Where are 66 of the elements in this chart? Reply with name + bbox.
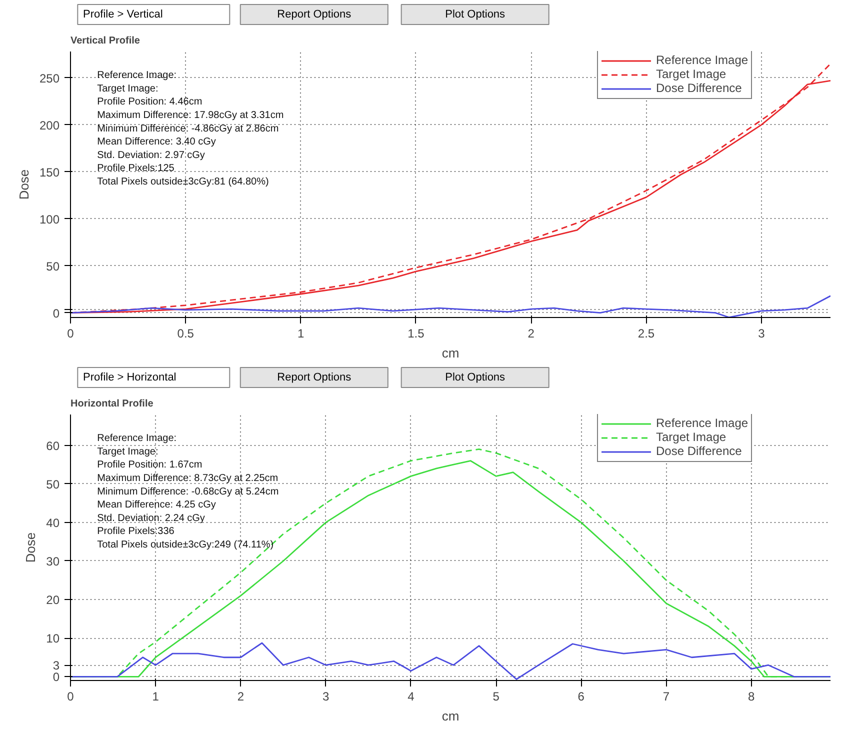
annotation: Total Pixels outside±3cGy:249 (74.11%): [97, 540, 274, 551]
x-tick-label: 2: [237, 690, 244, 704]
annotation: Mean Difference: 3.40 cGy: [97, 136, 216, 148]
x-tick-label: 0.5: [177, 326, 194, 340]
annotation: Reference Image:: [97, 433, 177, 444]
text: Profile > Vertical: [83, 8, 163, 20]
legend-label: Target Image: [656, 67, 726, 81]
x-tick-label: 2: [528, 326, 535, 340]
x-tick-label: 4: [408, 690, 415, 704]
legend-label: Reference Image: [656, 53, 748, 67]
legend-label: Target Image: [656, 430, 726, 444]
annotation: Minimum Difference: -0.68cGy at 5.24cm: [97, 486, 279, 498]
x-tick-label: 1.5: [408, 326, 425, 340]
text: Plot Options: [445, 8, 506, 20]
x-tick-label: 8: [748, 690, 756, 704]
annotation: Profile Pixels:336: [97, 526, 175, 538]
annotation: Maximum Difference: 8.73cGy at 2.25cm: [97, 473, 278, 484]
y-tick-label: 3: [52, 658, 60, 673]
text: Report Options: [277, 8, 352, 20]
y-tick-label: 250: [39, 71, 60, 86]
annotation: Target Image:: [97, 83, 158, 94]
annotation: Profile Pixels:125: [97, 163, 175, 174]
annotation: Mean Difference: 4.25 cGy: [97, 500, 216, 511]
y-tick-label: 0: [52, 306, 60, 320]
y-tick-label: 20: [46, 593, 60, 608]
y-tick-label: 50: [46, 259, 60, 274]
legend-label: Reference Image: [656, 416, 748, 430]
legend-label: Dose Difference: [656, 444, 742, 458]
annotation: Std. Deviation: 2.24 cGy: [97, 512, 205, 524]
chart-title: Vertical Profile: [70, 36, 140, 46]
text: Plot Options: [445, 372, 506, 384]
x-axis-title: cm: [442, 346, 460, 360]
text: Report Options: [277, 372, 352, 384]
x-tick-label: 3: [322, 690, 330, 704]
y-tick-label: 30: [46, 554, 60, 568]
x-tick-label: 5: [492, 690, 500, 704]
y-tick-label: 40: [46, 516, 60, 530]
y-axis-title: Dose: [16, 169, 32, 200]
x-tick-label: 0: [67, 326, 74, 340]
x-tick-label: 0: [67, 690, 74, 704]
y-tick-label: 50: [46, 477, 60, 492]
annotation: Profile Position: 1.67cm: [97, 460, 202, 471]
chart-title: Horizontal Profile: [70, 398, 154, 410]
x-tick-label: 1: [297, 326, 304, 340]
y-tick-label: 100: [39, 212, 60, 226]
x-tick-label: 7: [662, 690, 670, 704]
y-axis-title: Dose: [23, 532, 38, 563]
annotation: Target Image:: [97, 446, 158, 458]
annotation: Maximum Difference: 17.98cGy at 3.31cm: [97, 110, 284, 122]
legend-label: Dose Difference: [656, 81, 742, 95]
annotation: Reference Image:: [97, 70, 177, 82]
annotation: Std. Deviation: 2.97 cGy: [97, 150, 205, 161]
x-tick-label: 1: [152, 690, 160, 704]
annotation: Minimum Difference: -4.86cGy at 2.86cm: [97, 123, 279, 134]
y-tick-label: 150: [39, 165, 60, 180]
text: Profile > Horizontal: [83, 372, 176, 384]
x-tick-label: 3: [758, 326, 766, 340]
y-tick-label: 10: [46, 632, 60, 646]
annotation: Total Pixels outside±3cGy:81 (64.80%): [97, 176, 269, 188]
annotation: Profile Position: 4.46cm: [97, 96, 202, 108]
y-tick-label: 200: [39, 118, 60, 132]
y-tick-label: 60: [46, 438, 60, 453]
x-axis-title: cm: [442, 708, 460, 724]
x-tick-label: 2.5: [638, 326, 655, 340]
x-tick-label: 6: [578, 690, 585, 704]
y-tick-label: 0: [52, 670, 60, 684]
